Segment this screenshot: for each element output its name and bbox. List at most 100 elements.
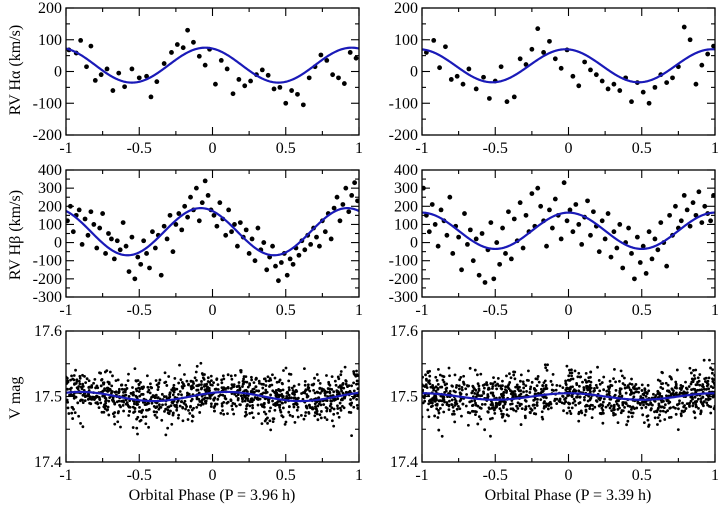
data-point: [644, 405, 648, 409]
data-point: [251, 406, 255, 410]
data-point: [79, 399, 82, 403]
data-point: [568, 389, 572, 393]
data-point: [444, 232, 450, 238]
data-point: [678, 218, 684, 224]
data-point: [199, 403, 203, 407]
data-point: [611, 81, 617, 87]
data-point: [182, 203, 188, 209]
data-point: [126, 379, 130, 383]
data-point: [453, 373, 457, 377]
data-point: [123, 388, 126, 391]
data-point: [545, 368, 549, 372]
data-point: [636, 401, 640, 405]
data-point: [646, 100, 652, 106]
data-point: [589, 396, 593, 400]
data-point: [242, 83, 248, 89]
data-point: [100, 378, 103, 382]
data-point: [252, 258, 258, 264]
data-point: [296, 252, 302, 258]
data-point: [704, 376, 708, 380]
data-point: [327, 382, 331, 386]
y-tick-label: -100: [33, 253, 62, 270]
data-point: [293, 402, 297, 406]
data-point: [278, 260, 284, 265]
data-point: [454, 390, 457, 394]
data-point: [462, 374, 466, 378]
data-point: [549, 225, 555, 231]
data-point: [188, 194, 193, 200]
data-point: [147, 407, 151, 411]
data-point: [175, 403, 178, 407]
data-point: [565, 411, 569, 415]
data-point: [596, 249, 602, 255]
data-point: [97, 406, 101, 410]
data-point: [166, 426, 170, 430]
data-point: [280, 401, 284, 405]
data-point: [694, 403, 698, 407]
data-point: [535, 26, 541, 32]
fit-curve: [422, 211, 715, 251]
data-point: [246, 251, 252, 256]
data-point: [185, 214, 190, 220]
data-point: [204, 399, 208, 403]
y-tick-label: 17.6: [34, 323, 62, 340]
data-point: [200, 372, 204, 375]
data-point: [291, 415, 295, 418]
y-tick-label: -100: [33, 95, 62, 112]
data-point: [452, 409, 456, 413]
data-point: [519, 389, 523, 392]
data-point: [244, 410, 248, 414]
data-point: [346, 385, 349, 389]
x-tick-label: 1: [355, 140, 363, 157]
data-point: [131, 386, 134, 389]
data-point: [551, 373, 555, 376]
data-point: [426, 408, 430, 412]
data-point: [473, 236, 479, 242]
ylabel-hb: RV Hβ (km/s): [7, 190, 24, 280]
data-point: [664, 381, 668, 385]
data-point: [350, 434, 353, 438]
x-tick-label: -0.5: [483, 302, 508, 319]
y-tick-label: 17.4: [34, 454, 62, 471]
data-point: [642, 393, 646, 397]
data-point: [630, 382, 634, 386]
data-point: [523, 399, 527, 402]
data-point: [656, 390, 660, 394]
data-point: [208, 394, 212, 398]
y-tick-label: 200: [394, 0, 418, 17]
data-point: [142, 386, 145, 389]
data-point: [221, 388, 225, 392]
data-point: [104, 396, 108, 400]
data-point: [229, 229, 234, 235]
data-point: [699, 412, 702, 416]
data-point: [681, 24, 687, 30]
data-point: [127, 372, 130, 376]
x-tick-label: -1: [415, 302, 428, 319]
data-point: [143, 403, 147, 406]
data-point: [555, 384, 559, 387]
data-point: [330, 399, 334, 403]
data-point: [281, 415, 285, 419]
data-point: [129, 391, 133, 395]
data-point: [332, 412, 336, 416]
data-point: [512, 373, 516, 377]
data-point: [577, 371, 581, 375]
data-point: [690, 388, 693, 392]
data-point: [441, 403, 444, 407]
data-point: [153, 413, 157, 417]
data-point: [287, 388, 291, 392]
data-point: [576, 222, 582, 227]
data-point: [478, 406, 482, 410]
data-point: [85, 377, 89, 381]
data-point: [528, 410, 532, 414]
data-point: [498, 396, 501, 400]
data-point: [196, 218, 202, 224]
data-point: [500, 387, 504, 391]
data-point: [264, 379, 268, 383]
data-point: [152, 410, 156, 414]
data-point: [693, 387, 697, 391]
data-point: [203, 383, 207, 387]
data-point: [502, 404, 505, 408]
data-point: [488, 220, 494, 226]
data-point: [195, 364, 199, 368]
